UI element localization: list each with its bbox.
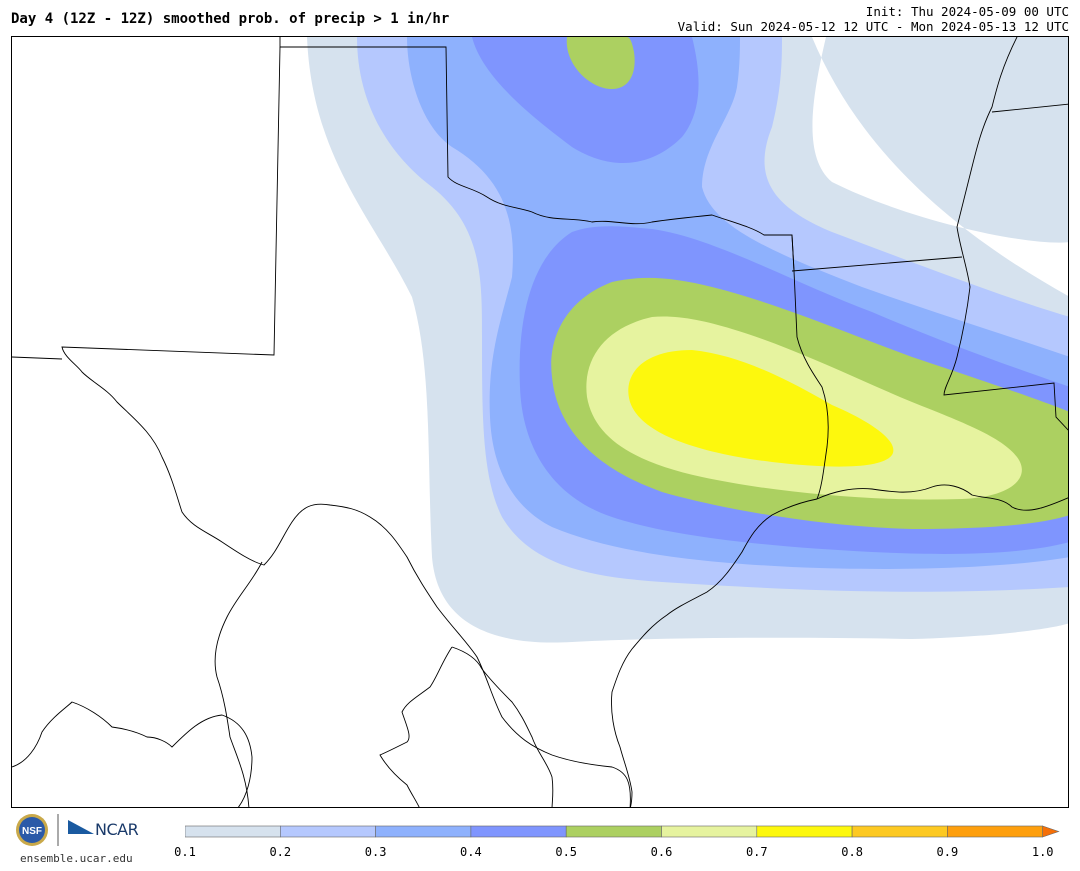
colorbar-segment (375, 825, 472, 838)
valid-time: Valid: Sun 2024-05-12 12 UTC - Mon 2024-… (677, 19, 1069, 34)
colorbar-tick-label: 0.8 (841, 845, 863, 859)
colorbar-tick-label: 0.5 (555, 845, 578, 859)
colorbar-tick-label: 0.1 (174, 845, 196, 859)
colorbar-tick-label: 0.6 (650, 845, 673, 859)
logo-area: NSF (14, 812, 144, 866)
colorbar-tick-label: 0.7 (745, 845, 768, 859)
colorbar (185, 825, 1060, 838)
colorbar-segment (185, 825, 281, 838)
state-borders (12, 37, 1068, 807)
nsf-logo-icon: NSF (16, 814, 94, 846)
probability-map (11, 36, 1069, 808)
colorbar-extend-arrow (1042, 825, 1060, 838)
colorbar-segment (947, 825, 1044, 838)
ncar-logo-text: NCAR (95, 820, 139, 839)
colorbar-segment (851, 825, 948, 838)
colorbar-segment (280, 825, 376, 838)
colorbar-segment (470, 825, 567, 838)
contour-0.7 (628, 350, 894, 467)
ncar-logo-icon (68, 820, 94, 834)
colorbar-segment (661, 825, 758, 838)
colorbar-tick-label: 0.2 (269, 845, 292, 859)
colorbar-tick-label: 0.4 (460, 845, 482, 859)
init-time: Init: Thu 2024-05-09 00 UTC (865, 4, 1069, 19)
colorbar-segment (756, 825, 853, 838)
website-label: ensemble.ucar.edu (20, 852, 133, 865)
contour-fills (307, 37, 1068, 643)
map-title: Day 4 (12Z - 12Z) smoothed prob. of prec… (11, 11, 450, 27)
colorbar-tick-label: 0.9 (936, 845, 959, 859)
colorbar-tick-label: 0.3 (364, 845, 387, 859)
colorbar-tick-label: 1.0 (1031, 845, 1054, 859)
colorbar-segment (565, 825, 662, 838)
nsf-logo-text: NSF (22, 826, 42, 837)
